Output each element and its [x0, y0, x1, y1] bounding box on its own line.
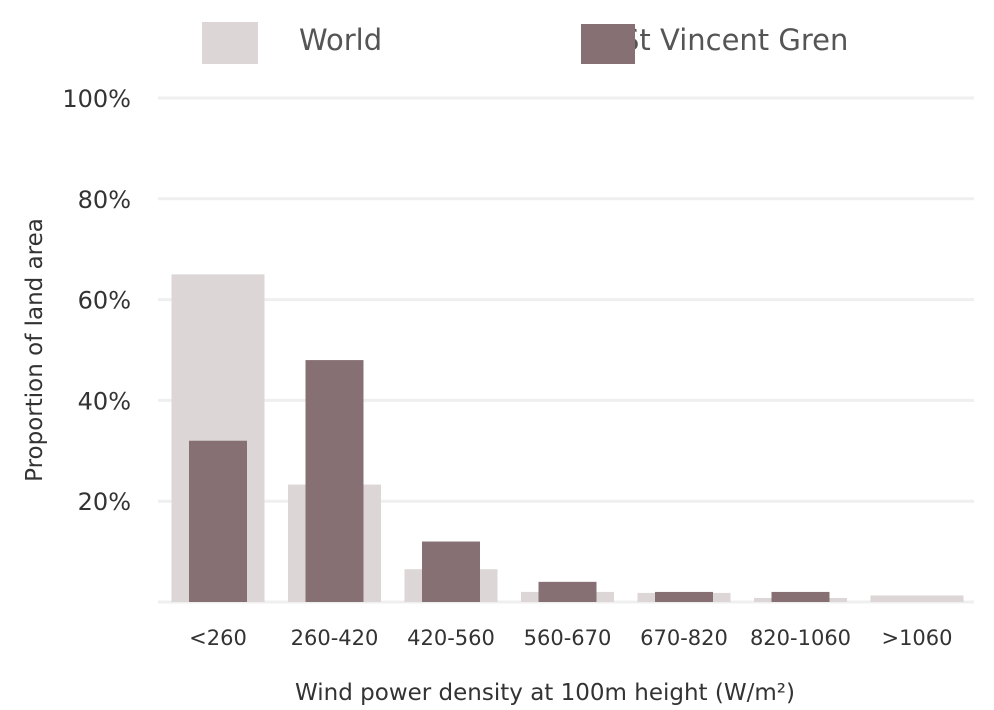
world-series-bars — [171, 274, 964, 602]
y-tick-label: 20% — [78, 488, 131, 516]
x-category-label: <260 — [189, 626, 247, 650]
y-tick-labels: 20% 40% 60% 80% 100% — [62, 85, 131, 516]
bar-st-vincent — [655, 591, 713, 602]
bar-st-vincent — [189, 440, 247, 602]
legend-swatch-world — [202, 22, 258, 64]
gridlines — [158, 96, 974, 604]
bar-world — [870, 595, 964, 602]
x-category-label: 820-1060 — [750, 626, 851, 650]
x-category-label: 420-560 — [407, 626, 495, 650]
x-category-label: >1060 — [881, 626, 952, 650]
y-tick-label: 100% — [62, 85, 131, 113]
y-tick-label: 60% — [78, 287, 131, 315]
legend-label-world: World — [299, 23, 382, 57]
x-axis-label: Wind power density at 100m height (W/m²) — [295, 680, 795, 706]
legend-label-st-vincent: St Vincent Gren — [621, 23, 848, 57]
x-category-labels: <260 260-420 420-560 560-670 670-820 820-1060… — [189, 626, 952, 650]
st-vincent-series-bars — [189, 360, 830, 602]
y-axis-label: Proportion of land area — [22, 218, 48, 482]
legend-swatch-st-vincent — [581, 24, 635, 64]
bar-st-vincent — [538, 581, 597, 602]
y-tick-label: 80% — [78, 186, 131, 214]
legend: World St Vincent Gren — [202, 22, 848, 64]
x-category-label: 260-420 — [291, 626, 379, 650]
bar-st-vincent — [422, 541, 480, 602]
x-category-label: 670-820 — [640, 626, 728, 650]
bar-st-vincent — [771, 591, 830, 602]
y-tick-label: 40% — [78, 387, 131, 415]
x-category-label: 560-670 — [524, 626, 612, 650]
bar-st-vincent — [305, 360, 364, 602]
